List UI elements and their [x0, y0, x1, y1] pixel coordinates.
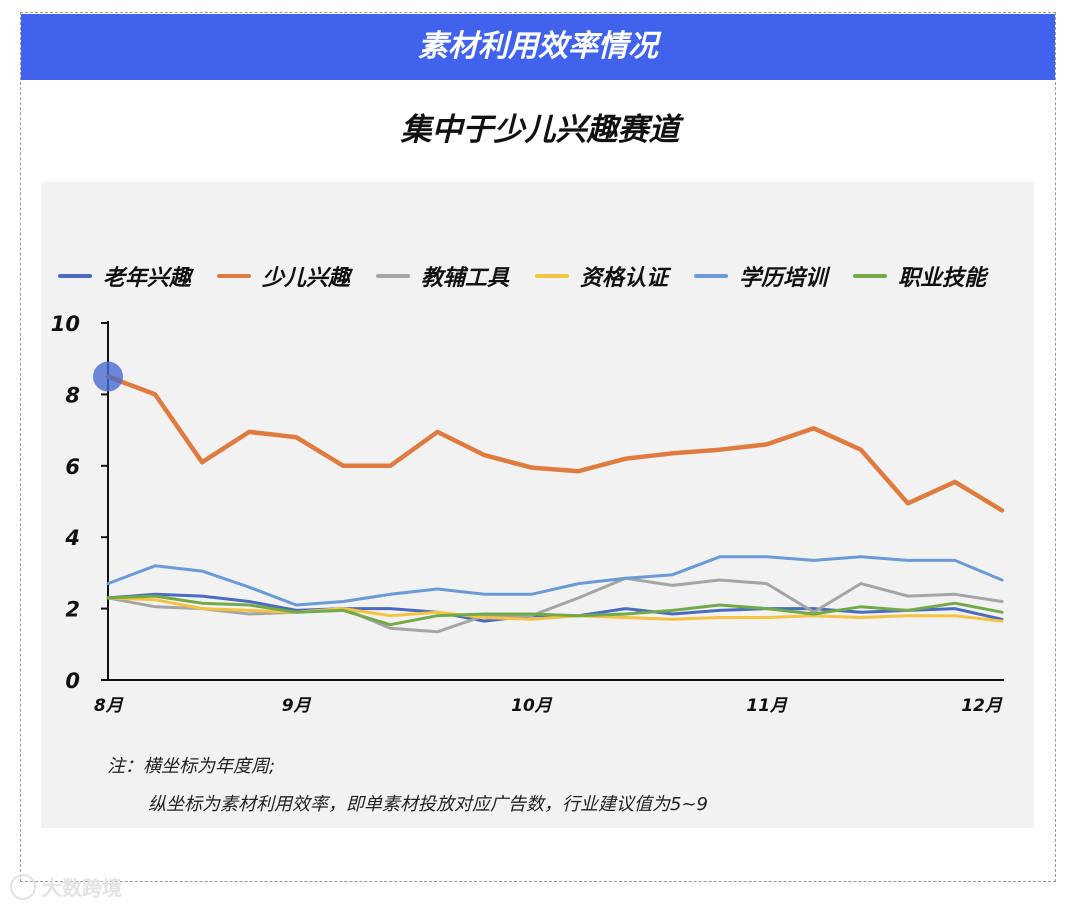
note-line-1: 注：横坐标为年度周;: [107, 756, 276, 777]
watermark-text: 大数跨境: [42, 876, 122, 900]
y-tick-label: 0: [65, 669, 80, 693]
series-line: [105, 374, 1005, 513]
legend-label: 少儿兴趣: [262, 266, 351, 291]
series-line: [106, 576, 1004, 634]
legend-label: 老年兴趣: [103, 266, 192, 291]
legend-swatch: [694, 274, 729, 278]
legend-swatch: [376, 274, 411, 278]
watermark-logo-icon: [10, 873, 36, 900]
legend-label: 教辅工具: [421, 266, 510, 291]
legend-swatch: [853, 274, 888, 278]
legend-item: 教辅工具: [376, 260, 509, 292]
legend-swatch: [535, 274, 570, 278]
card-frame: [20, 12, 1056, 882]
y-tick-label: 8: [65, 383, 80, 407]
legend-item: 学历培训: [694, 260, 827, 292]
legend-swatch: [58, 274, 92, 278]
chart-panel: [41, 182, 1034, 828]
legend-item: 资格认证: [535, 260, 668, 292]
chart-subtitle: 集中于少儿兴趣赛道: [400, 112, 680, 148]
note-line-2: 纵坐标为素材利用效率，即单素材投放对应广告数，行业建议值为5~9: [148, 794, 708, 815]
x-tick-label: 8月: [94, 696, 124, 716]
series-line: [106, 594, 1004, 627]
y-tick-label: 6: [65, 455, 80, 479]
chart-legend: 老年兴趣 少儿兴趣 教辅工具 资格认证 学历培训 职业技能: [58, 258, 1018, 294]
legend-item: 老年兴趣: [58, 260, 191, 292]
legend-item: 职业技能: [853, 260, 986, 292]
y-tick-label: 2: [65, 598, 80, 622]
y-tick-label: 4: [64, 526, 80, 550]
banner-title: 素材利用效率情况: [21, 14, 1055, 80]
legend-label: 资格认证: [580, 266, 669, 291]
watermark: 大数跨境: [10, 872, 122, 901]
legend-item: 少儿兴趣: [217, 260, 350, 292]
x-tick-label: 12月: [961, 696, 1003, 716]
x-tick-label: 11月: [746, 696, 788, 716]
series-line: [106, 555, 1004, 607]
legend-swatch: [217, 274, 252, 278]
series-line: [106, 596, 1004, 623]
line-chart: 0 2 4 6 8 10 8月 9月 10月 11月 12月: [51, 312, 1005, 716]
x-tick-label: 9月: [282, 696, 312, 716]
highlight-point: [93, 361, 123, 392]
legend-label: 职业技能: [898, 266, 987, 291]
legend-label: 学历培训: [739, 266, 828, 291]
y-tick-label: 10: [51, 312, 80, 336]
x-tick-label: 10月: [511, 696, 553, 716]
